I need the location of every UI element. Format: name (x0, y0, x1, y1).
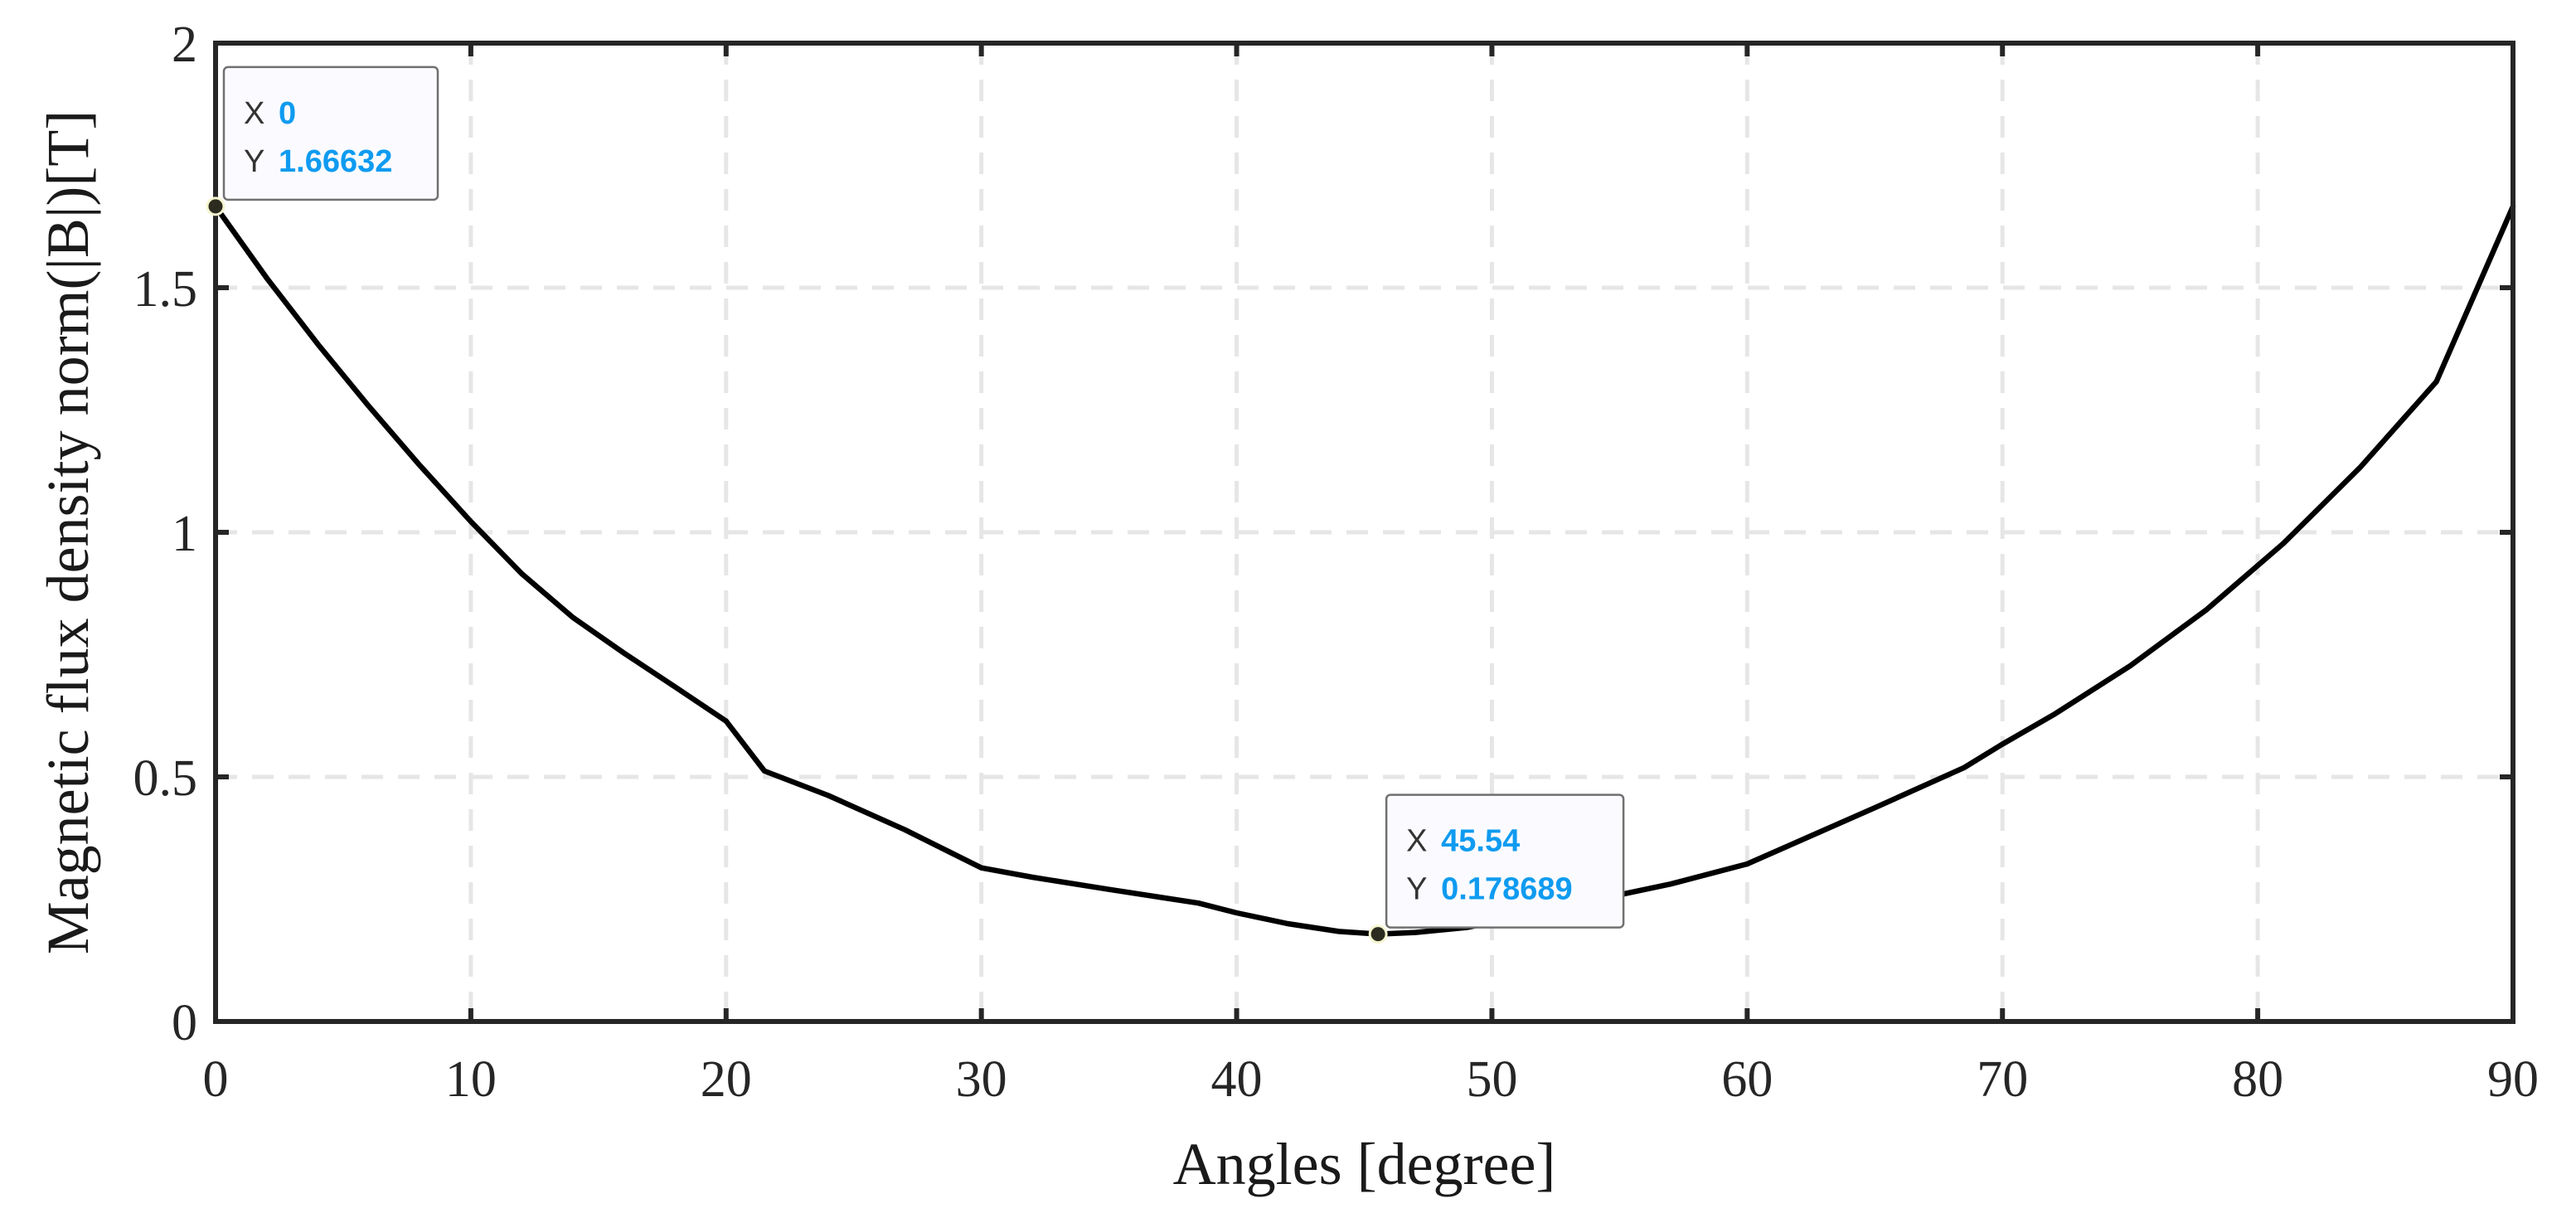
grid-lines (216, 43, 2513, 1021)
x-tick-label: 80 (2232, 1051, 2283, 1108)
tick-labels: 0 10 20 30 40 50 60 70 80 90 0 0.5 1 1.5 2 (133, 17, 2540, 1108)
datatip: X 45.54 Y 0.178689 (1368, 793, 1625, 944)
datatip-x-value: 45.54 (1441, 824, 1520, 859)
datatip-marker (206, 197, 226, 216)
y-tick-label: 0.5 (133, 750, 198, 807)
datatip-x-key: X (1406, 824, 1427, 859)
datatip: X 0Y 1.66632 (206, 66, 439, 216)
datatip-x-value: 0 (279, 96, 296, 131)
datatip-y-value: 0.178689 (1441, 872, 1573, 907)
y-tick-label: 1 (172, 506, 197, 562)
datatip-y-key: Y (1406, 872, 1427, 907)
x-tick-label: 50 (1466, 1051, 1517, 1108)
datatip-marker (1368, 924, 1388, 944)
x-tick-label: 30 (956, 1051, 1007, 1108)
y-tick-label: 0 (172, 995, 197, 1051)
x-tick-label: 20 (701, 1051, 752, 1108)
y-tick-label: 2 (172, 17, 197, 73)
x-tick-label: 10 (445, 1051, 497, 1108)
plot-series (212, 203, 2516, 937)
x-axis-title: Angles [degree] (1173, 1131, 1556, 1197)
datatip-box (1385, 793, 1625, 929)
series-line (212, 203, 2516, 937)
datatip-y-key: Y (244, 144, 264, 179)
y-tick-label: 1.5 (133, 261, 198, 318)
x-tick-label: 70 (1977, 1051, 2028, 1108)
y-axis-title: Magnetic flux density norm(|B|)[T] (35, 110, 101, 955)
datatip-y-value: 1.66632 (279, 144, 392, 179)
x-tick-label: 90 (2487, 1051, 2539, 1108)
datatip-x-key: X (244, 96, 264, 131)
axes-frame (213, 41, 2515, 1024)
x-tick-label: 40 (1211, 1051, 1263, 1108)
x-tick-label: 0 (203, 1051, 229, 1108)
datatip-box (222, 66, 439, 201)
x-tick-label: 60 (1721, 1051, 1773, 1108)
